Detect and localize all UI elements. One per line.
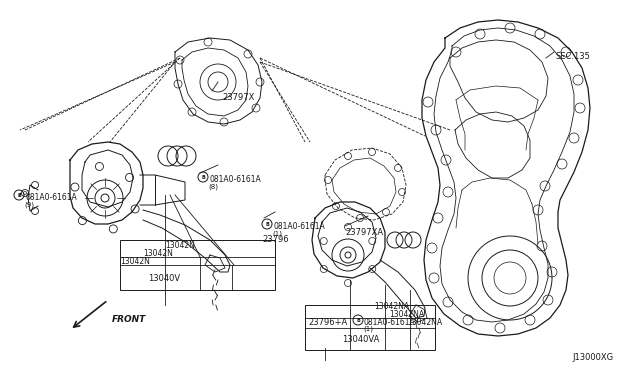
Text: (9): (9) [24, 201, 34, 208]
Text: 081A0-6161A: 081A0-6161A [209, 175, 260, 184]
Text: 13042N: 13042N [120, 257, 150, 266]
Text: 23797XA: 23797XA [345, 228, 383, 237]
Text: 081A0-6161A: 081A0-6161A [273, 222, 324, 231]
Text: 13042NA: 13042NA [407, 318, 442, 327]
Text: B: B [265, 221, 269, 227]
Text: 13040V: 13040V [148, 274, 180, 283]
Text: 23796+A: 23796+A [308, 318, 348, 327]
Bar [120, 240, 275, 290]
Text: 13042NA: 13042NA [374, 302, 409, 311]
Text: B: B [201, 174, 205, 180]
Text: B: B [17, 192, 21, 198]
Text: 23796: 23796 [262, 235, 289, 244]
Text: 13040VA: 13040VA [342, 335, 380, 344]
Text: B: B [356, 317, 360, 323]
Text: 23797X: 23797X [222, 93, 254, 102]
Text: (1): (1) [363, 326, 373, 333]
Text: 13042N: 13042N [165, 241, 195, 250]
Text: (1): (1) [272, 230, 282, 237]
Text: 081A0-6161A: 081A0-6161A [364, 318, 416, 327]
Text: 13042NA: 13042NA [389, 310, 424, 319]
Text: FRONT: FRONT [112, 315, 147, 324]
Text: 081A0-6161A: 081A0-6161A [25, 193, 77, 202]
Text: J13000XG: J13000XG [572, 353, 613, 362]
Text: (8): (8) [208, 183, 218, 189]
Text: SEC.135: SEC.135 [556, 52, 591, 61]
Bar [305, 305, 435, 350]
Text: 13042N: 13042N [143, 249, 173, 258]
